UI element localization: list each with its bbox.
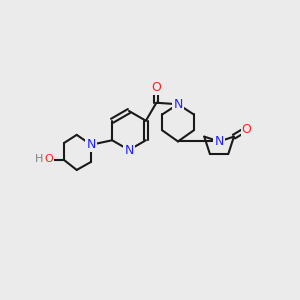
Text: O: O (44, 154, 53, 164)
Text: H: H (35, 154, 44, 164)
Text: O: O (152, 81, 161, 94)
Text: N: N (173, 98, 183, 111)
Text: N: N (124, 143, 134, 157)
Text: O: O (242, 123, 251, 136)
Text: N: N (86, 138, 96, 151)
Text: N: N (214, 135, 224, 148)
